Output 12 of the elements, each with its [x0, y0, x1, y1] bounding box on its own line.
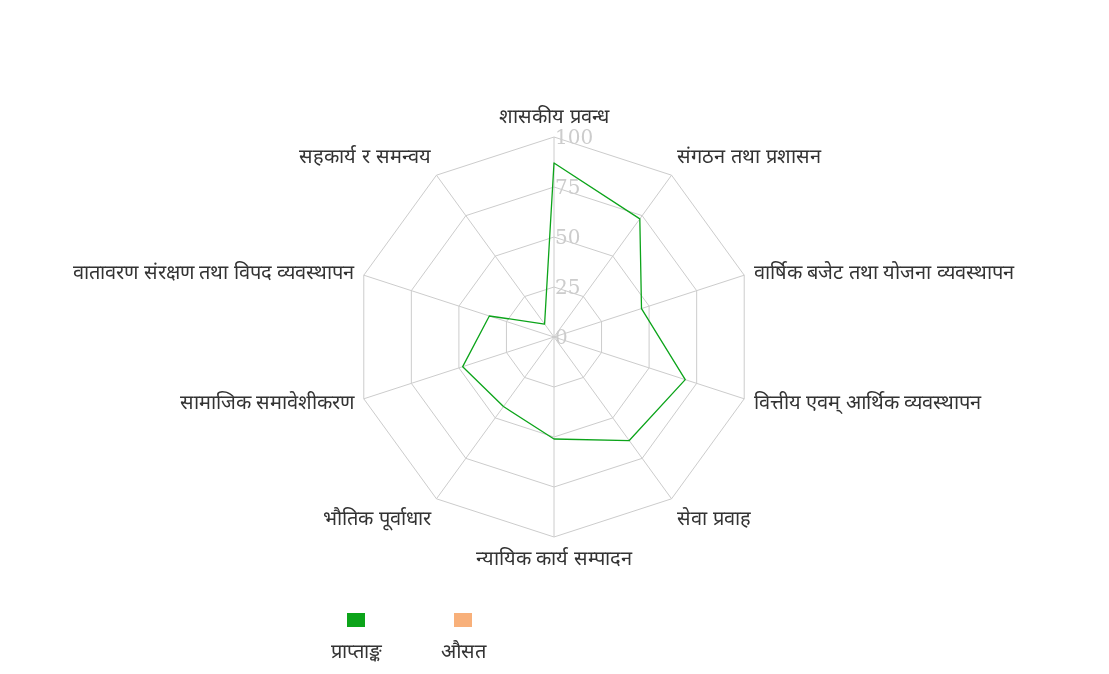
spoke-label: वातावरण संरक्षण तथा विपद व्यवस्थापन [73, 261, 356, 284]
spoke-label: संगठन तथा प्रशासन [677, 145, 822, 168]
spoke-label: सामाजिक समावेशीकरण [179, 390, 356, 413]
legend-label: औसत [440, 640, 487, 662]
spoke-label: न्यायिक कार्य सम्पादन [475, 547, 634, 569]
spoke-label: सेवा प्रवाह [677, 506, 751, 529]
spoke-label: भौतिक पूर्वाधार [323, 506, 432, 531]
spoke-label: सहकार्य र समन्वय [299, 145, 431, 168]
spoke-label: वित्तीय एवम् आर्थिक व्यवस्थापन [753, 390, 983, 415]
legend-label: प्राप्ताङ्क [330, 640, 383, 662]
spoke-label: वार्षिक बजेट तथा योजना व्यवस्थापन [753, 261, 1015, 284]
spoke-label: शासकीय प्रवन्ध [499, 105, 610, 127]
